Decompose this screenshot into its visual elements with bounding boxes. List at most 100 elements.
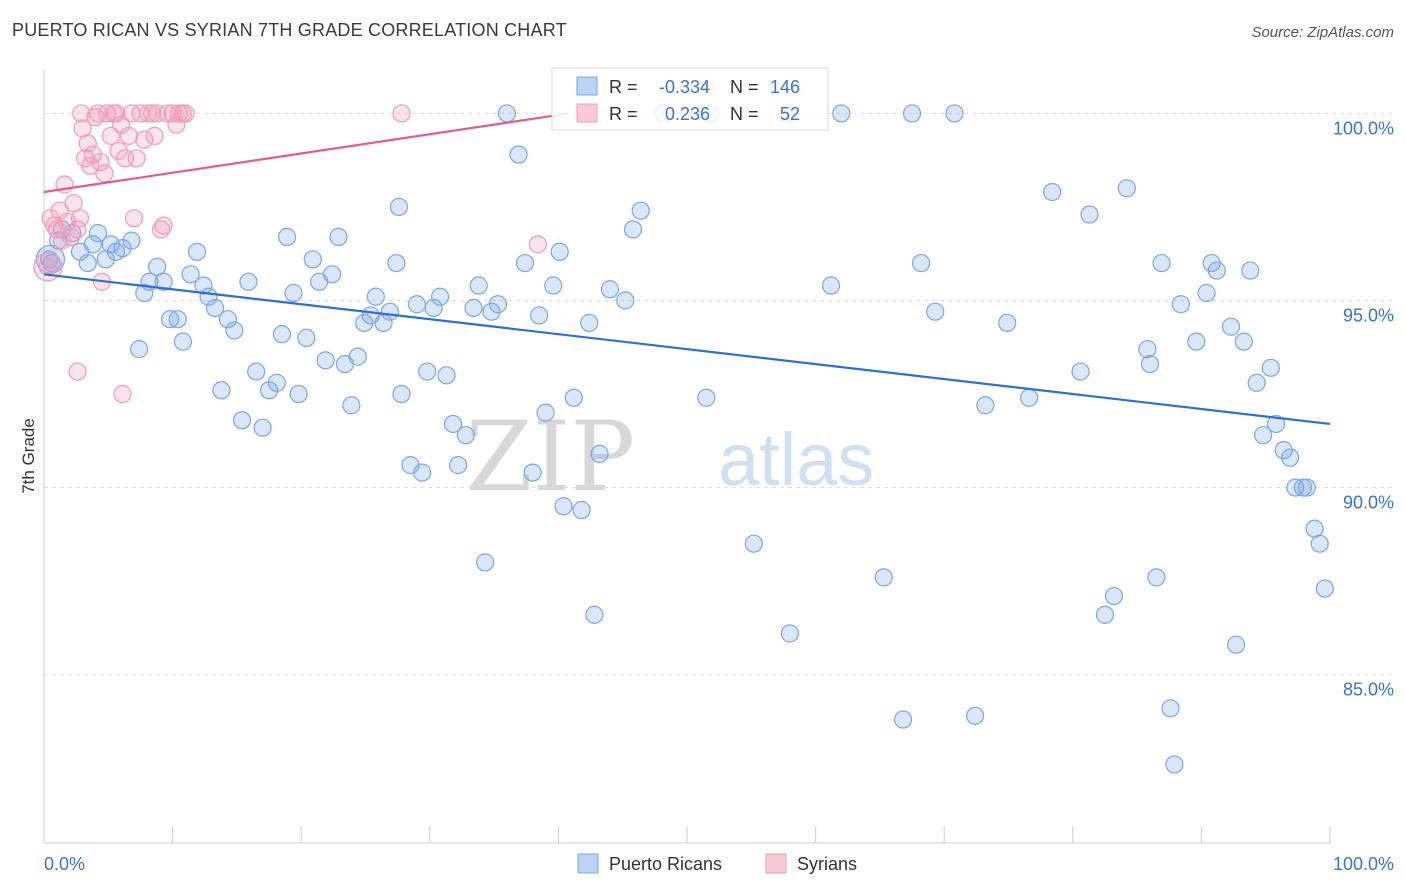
point-puerto-ricans bbox=[1147, 568, 1166, 587]
stats-n-label-1: N = bbox=[730, 77, 759, 97]
point-syrians bbox=[169, 104, 189, 123]
point-puerto-ricans bbox=[284, 283, 303, 303]
point-puerto-ricans bbox=[297, 328, 316, 348]
y-tick-label: 95.0% bbox=[1343, 305, 1394, 325]
point-puerto-ricans bbox=[998, 313, 1017, 333]
point-puerto-ricans bbox=[342, 396, 361, 415]
point-syrians bbox=[127, 149, 146, 168]
point-puerto-ricans bbox=[1095, 605, 1115, 624]
point-puerto-ricans bbox=[148, 257, 167, 276]
x-tick-label-min: 0.0% bbox=[44, 854, 85, 874]
point-syrians bbox=[142, 104, 162, 123]
point-puerto-ricans bbox=[482, 302, 501, 321]
gridlines bbox=[44, 112, 1394, 676]
point-puerto-ricans bbox=[821, 276, 841, 295]
point-puerto-ricans bbox=[130, 340, 149, 359]
point-syrians bbox=[91, 152, 110, 172]
stats-legend: R = -0.334 N = 146 R = 0.236 N = 52 bbox=[551, 67, 829, 131]
point-puerto-ricans bbox=[267, 373, 286, 392]
point-syrians bbox=[528, 235, 547, 254]
point-puerto-ricans bbox=[1207, 261, 1226, 280]
x-tick-label-max: 100.0% bbox=[1333, 854, 1394, 874]
point-puerto-ricans bbox=[387, 253, 406, 273]
point-puerto-ricans bbox=[389, 197, 409, 217]
point-puerto-ricans bbox=[272, 325, 292, 344]
point-puerto-ricans bbox=[550, 242, 569, 261]
point-puerto-ricans bbox=[530, 306, 549, 325]
point-puerto-ricans bbox=[329, 227, 348, 246]
stats-r-label-2: R = bbox=[609, 104, 638, 124]
stats-n-value-1: 146 bbox=[770, 77, 800, 97]
point-puerto-ricans bbox=[289, 384, 308, 404]
point-puerto-ricans bbox=[259, 381, 279, 400]
point-syrians bbox=[101, 126, 120, 145]
stats-swatch-blue bbox=[576, 76, 598, 96]
point-puerto-ricans bbox=[585, 605, 604, 624]
point-puerto-ricans bbox=[580, 313, 599, 333]
point-syrians bbox=[124, 209, 144, 228]
point-puerto-ricans bbox=[1247, 373, 1266, 392]
point-puerto-ricans bbox=[1254, 426, 1273, 445]
point-puerto-ricans bbox=[1071, 362, 1090, 381]
point-syrians bbox=[68, 362, 87, 381]
point-syrians bbox=[78, 134, 97, 153]
legend-swatch-syrians bbox=[765, 853, 787, 874]
point-syrians bbox=[135, 130, 154, 149]
point-puerto-ricans bbox=[348, 347, 367, 366]
y-tick-label: 100.0% bbox=[1333, 118, 1394, 138]
point-puerto-ricans bbox=[1297, 478, 1316, 497]
watermark-atlas: atlas bbox=[718, 418, 874, 501]
point-puerto-ricans bbox=[523, 463, 542, 482]
point-puerto-ricans bbox=[1293, 478, 1313, 497]
point-syrians bbox=[81, 156, 100, 175]
point-syrians bbox=[176, 104, 195, 123]
y-tick-label: 85.0% bbox=[1343, 680, 1394, 700]
point-puerto-ricans bbox=[1161, 699, 1180, 718]
point-puerto-ricans bbox=[366, 287, 385, 306]
point-puerto-ricans bbox=[600, 280, 619, 299]
bottom-legend: Puerto Ricans Syrians bbox=[577, 853, 857, 874]
point-puerto-ricans bbox=[572, 500, 591, 520]
point-syrians bbox=[109, 141, 128, 160]
trend-line-syrians bbox=[43, 112, 569, 194]
series-syrians bbox=[33, 104, 547, 404]
legend-swatch-puerto-ricans bbox=[577, 853, 599, 874]
point-puerto-ricans bbox=[497, 104, 517, 123]
point-puerto-ricans bbox=[448, 456, 468, 475]
point-puerto-ricans bbox=[536, 403, 555, 422]
point-puerto-ricans bbox=[430, 287, 450, 306]
point-syrians bbox=[95, 164, 114, 183]
point-puerto-ricans bbox=[247, 362, 266, 381]
point-syrians bbox=[33, 252, 63, 282]
point-puerto-ricans bbox=[1281, 448, 1300, 467]
y-axis-title: 7th Grade bbox=[19, 418, 38, 494]
point-puerto-ricans bbox=[424, 298, 443, 318]
point-puerto-ricans bbox=[187, 242, 207, 261]
point-puerto-ricans bbox=[160, 310, 180, 329]
point-puerto-ricans bbox=[1197, 283, 1216, 303]
point-puerto-ricans bbox=[926, 302, 945, 321]
point-puerto-ricans bbox=[509, 145, 528, 164]
point-puerto-ricans bbox=[1117, 179, 1136, 198]
point-puerto-ricans bbox=[239, 272, 258, 291]
point-puerto-ricans bbox=[1234, 332, 1253, 351]
point-puerto-ricans bbox=[902, 104, 922, 123]
point-puerto-ricans bbox=[911, 253, 931, 273]
y-tick-label: 90.0% bbox=[1343, 493, 1394, 513]
point-puerto-ricans bbox=[1241, 261, 1260, 280]
point-puerto-ricans bbox=[218, 310, 237, 329]
point-puerto-ricans bbox=[380, 302, 400, 321]
point-puerto-ricans bbox=[464, 298, 483, 318]
chart-title: PUERTO RICAN VS SYRIAN 7TH GRADE CORRELA… bbox=[12, 20, 567, 40]
point-puerto-ricans bbox=[1138, 340, 1157, 359]
point-puerto-ricans bbox=[1104, 586, 1124, 606]
point-syrians bbox=[68, 220, 87, 239]
point-puerto-ricans bbox=[355, 313, 374, 333]
point-puerto-ricans bbox=[564, 388, 583, 407]
point-puerto-ricans bbox=[83, 235, 102, 254]
point-puerto-ricans bbox=[1266, 414, 1286, 434]
point-syrians bbox=[61, 227, 81, 246]
stats-legend-box bbox=[551, 67, 829, 131]
point-puerto-ricans bbox=[590, 444, 609, 463]
series-puerto-ricans bbox=[35, 104, 1334, 774]
